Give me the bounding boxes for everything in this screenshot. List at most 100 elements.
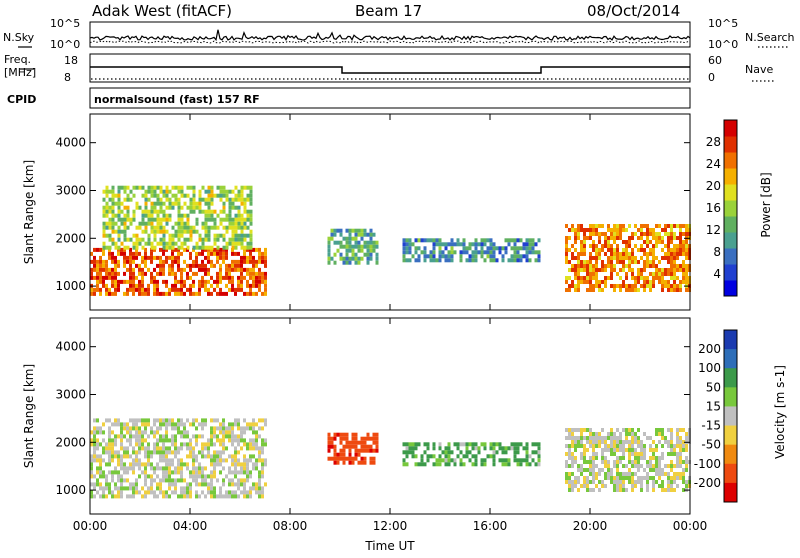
colorbar-swatch — [724, 152, 737, 169]
heatmap-region-velocity-3 — [402, 442, 541, 467]
colorbar-tick-label: -200 — [694, 476, 721, 490]
x-tick-label: 04:00 — [173, 519, 208, 533]
x-tick-label: 20:00 — [573, 519, 608, 533]
heatmap-region-velocity-2 — [327, 432, 379, 465]
colorbar-swatch — [724, 463, 737, 484]
colorbar-tick-label: 12 — [706, 223, 721, 237]
cpid-value: normalsound (fast) 157 RF — [94, 93, 260, 106]
noise-panel-frame — [89, 21, 691, 48]
x-tick-label: 00:00 — [73, 519, 108, 533]
colorbar-swatch — [724, 216, 737, 233]
nsky-label: N.Sky — [3, 31, 35, 44]
colorbar-frame — [723, 329, 738, 503]
power-ylabel: Slant Range [km] — [22, 160, 36, 264]
colorbar-tick-label: -50 — [701, 438, 721, 452]
colorbar-swatch — [724, 248, 737, 265]
colorbar-swatch — [724, 330, 737, 350]
colorbar-tick-label: 8 — [713, 245, 721, 259]
y-tick-label: 3000 — [55, 387, 86, 401]
nsearch-tick-high: 10^5 — [708, 17, 738, 30]
cpid-label: CPID — [7, 93, 36, 106]
date-title: 08/Oct/2014 — [587, 2, 680, 20]
nsky-tick-high: 10^5 — [50, 17, 80, 30]
heatmap-region-velocity-1 — [90, 418, 267, 499]
y-tick-label: 1000 — [55, 279, 86, 293]
nsearch-label: N.Search — [745, 31, 795, 44]
heatmap-region-power-2 — [102, 185, 253, 250]
nave-tick-high: 60 — [708, 54, 722, 67]
colorbar-tick-label: 100 — [698, 361, 721, 375]
frequency-trace — [90, 66, 690, 74]
power-x-ticks — [89, 114, 691, 310]
colorbar-swatch — [724, 387, 737, 407]
velocity-colorbar: 200 100 50 15 -15 -50 -100 -200 — [694, 329, 738, 503]
colorbar-tick-label: 16 — [706, 201, 721, 215]
nsearch-trace — [89, 40, 691, 44]
colorbar-swatch — [724, 120, 737, 137]
heatmap-region-power-4 — [402, 238, 541, 263]
colorbar-swatch — [724, 200, 737, 217]
colorbar-swatch — [724, 136, 737, 153]
station-title: Adak West (fitACF) — [92, 2, 232, 20]
colorbar-swatch — [724, 406, 737, 427]
colorbar-swatch — [724, 168, 737, 185]
y-tick-label: 4000 — [55, 340, 86, 354]
y-tick-label: 1000 — [55, 483, 86, 497]
velocity-x-axis: 00:00 04:00 08:00 12:00 16:00 20:00 00:00 — [73, 318, 708, 533]
x-tick-label: 16:00 — [473, 519, 508, 533]
x-tick-label: 08:00 — [273, 519, 308, 533]
colorbar-swatch — [724, 349, 737, 369]
y-tick-label: 2000 — [55, 231, 86, 245]
colorbar-swatch — [724, 368, 737, 388]
power-heatmap — [90, 185, 691, 296]
x-tick-label: 12:00 — [373, 519, 408, 533]
colorbar-tick-label: 4 — [713, 267, 721, 281]
power-colorbar-label: Power [dB] — [759, 172, 773, 237]
power-colorbar: 4 8 12 16 20 24 28 — [706, 119, 738, 297]
velocity-ylabel: Slant Range [km] — [22, 364, 36, 468]
heatmap-region-velocity-4 — [565, 428, 691, 492]
velocity-heatmap — [90, 418, 691, 499]
colorbar-tick-label: 20 — [706, 179, 721, 193]
nsearch-tick-low: 10^0 — [708, 38, 738, 51]
colorbar-swatch — [724, 482, 737, 503]
colorbar-swatch — [724, 425, 737, 446]
freq-panel-frame — [89, 53, 691, 83]
velocity-y-axis: 1000 2000 3000 4000 — [55, 340, 690, 497]
nave-tick-low: 0 — [708, 71, 715, 84]
colorbar-swatch — [724, 444, 737, 465]
heatmap-region-power-1 — [90, 247, 267, 296]
beam-title: Beam 17 — [355, 2, 422, 20]
nsky-trace — [89, 29, 691, 42]
freq-label-line1: Freq. — [4, 53, 31, 66]
x-axis-label: Time UT — [364, 539, 415, 553]
colorbar-swatch — [724, 280, 737, 297]
velocity-colorbar-label: Velocity [m s-1] — [773, 365, 787, 459]
freq-label-line2: [MHz] — [4, 66, 36, 79]
colorbar-tick-label: 15 — [706, 399, 721, 413]
velocity-panel-bg — [90, 318, 690, 514]
colorbar-swatch — [724, 232, 737, 249]
freq-tick-low: 8 — [64, 71, 71, 84]
y-tick-label: 2000 — [55, 435, 86, 449]
colorbar-swatch — [724, 264, 737, 281]
cpid-panel-frame — [89, 87, 691, 109]
colorbar-tick-label: 50 — [706, 380, 721, 394]
colorbar-tick-label: -100 — [694, 457, 721, 471]
colorbar-tick-label: 200 — [698, 342, 721, 356]
colorbar-frame — [723, 119, 738, 297]
noise-trace — [89, 29, 691, 44]
y-tick-label: 4000 — [55, 136, 86, 150]
y-tick-label: 3000 — [55, 183, 86, 197]
colorbar-tick-label: 24 — [706, 157, 721, 171]
freq-tick-high: 18 — [64, 54, 78, 67]
power-y-axis: 1000 2000 3000 4000 — [55, 136, 690, 293]
nsky-tick-low: 10^0 — [50, 38, 80, 51]
colorbar-tick-label: -15 — [701, 419, 721, 433]
nave-label: Nave — [745, 63, 773, 76]
x-tick-label: 00:00 — [673, 519, 708, 533]
colorbar-tick-label: 28 — [706, 135, 721, 149]
colorbar-swatch — [724, 184, 737, 201]
heatmap-region-power-3 — [327, 228, 379, 265]
